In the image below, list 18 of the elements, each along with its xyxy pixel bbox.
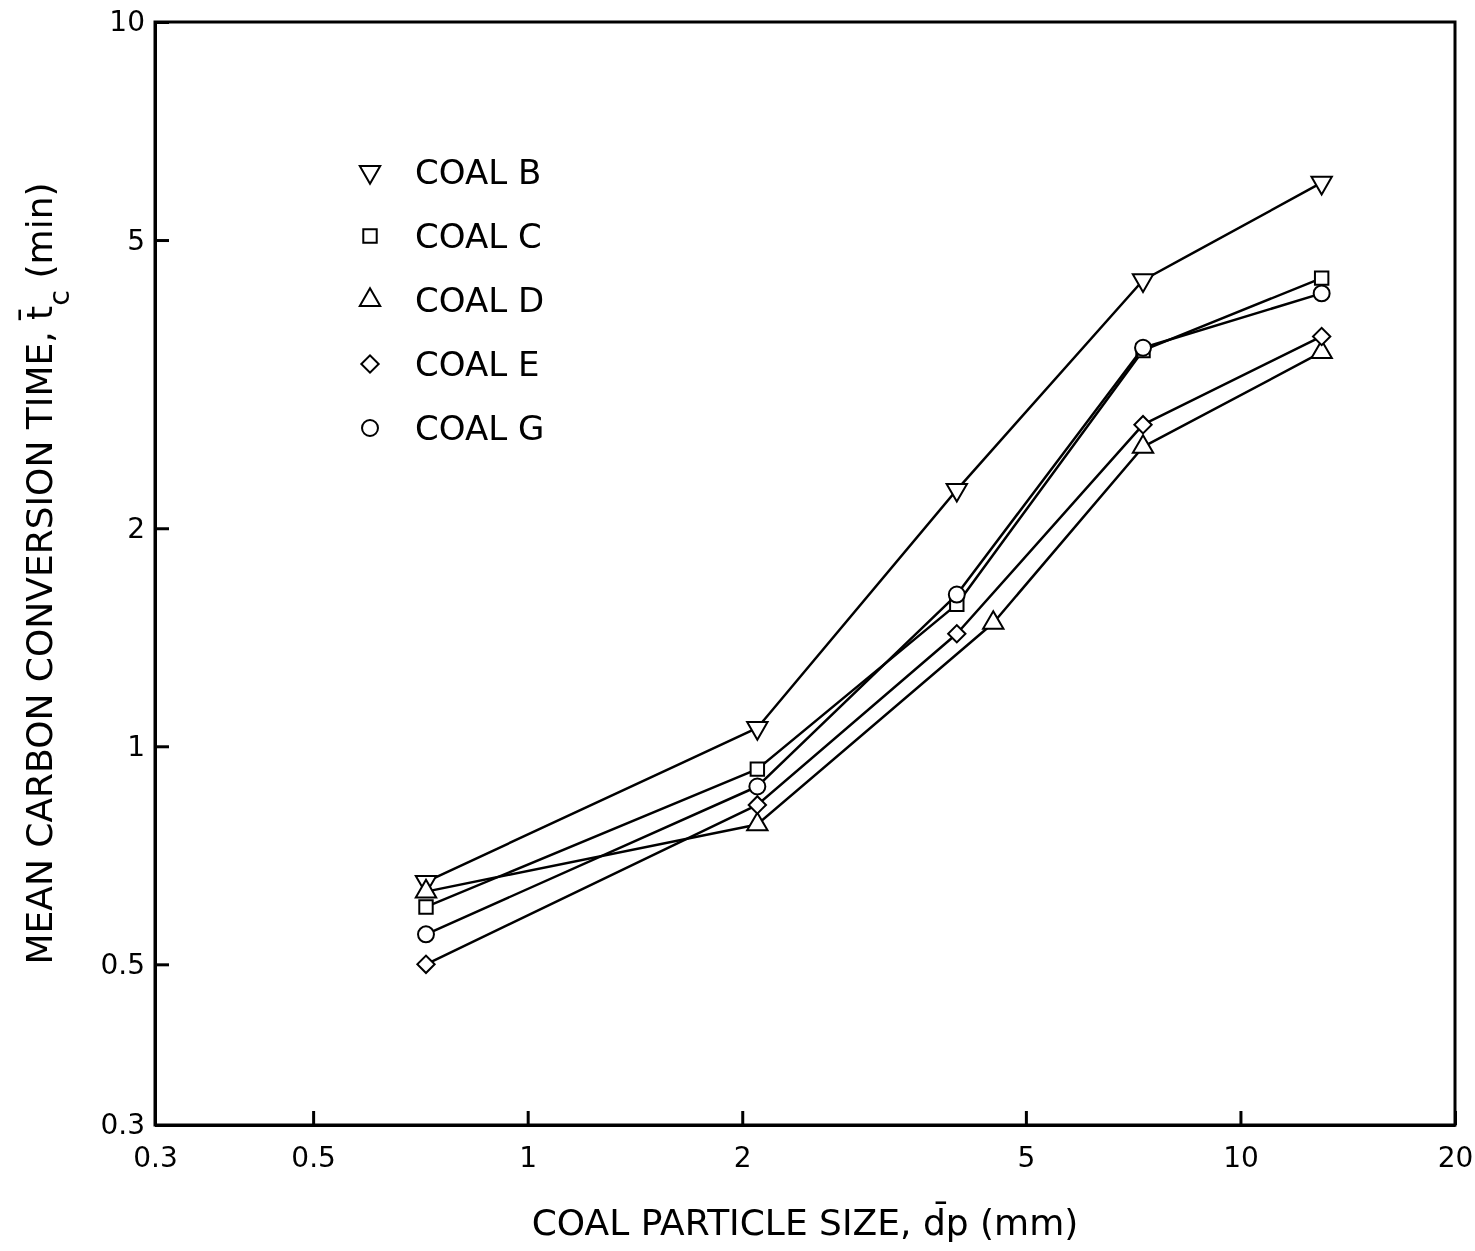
legend-label: COAL G	[415, 408, 545, 448]
legend-label: COAL D	[415, 280, 545, 320]
x-tick-label: 10	[1223, 1140, 1259, 1174]
y-tick-label: 5	[127, 223, 145, 257]
y-tick-label: 1	[127, 729, 145, 763]
x-tick-label: 1	[519, 1140, 538, 1174]
x-axis-title: COAL PARTICLE SIZE, d̄p (mm)	[531, 1201, 1079, 1243]
legend-label: COAL B	[415, 152, 542, 192]
legend-label: COAL E	[415, 344, 540, 384]
y-tick-label: 2	[127, 511, 145, 545]
x-tick-label: 5	[1017, 1140, 1036, 1174]
y-tick-label: 0.5	[100, 947, 145, 981]
x-tick-label: 20	[1437, 1140, 1474, 1174]
y-tick-label: 10	[109, 5, 145, 39]
x-tick-label: 2	[733, 1140, 752, 1174]
y-tick-label: 0.3	[100, 1108, 145, 1142]
x-tick-label: 0.5	[291, 1140, 336, 1174]
legend-label: COAL C	[415, 216, 542, 256]
